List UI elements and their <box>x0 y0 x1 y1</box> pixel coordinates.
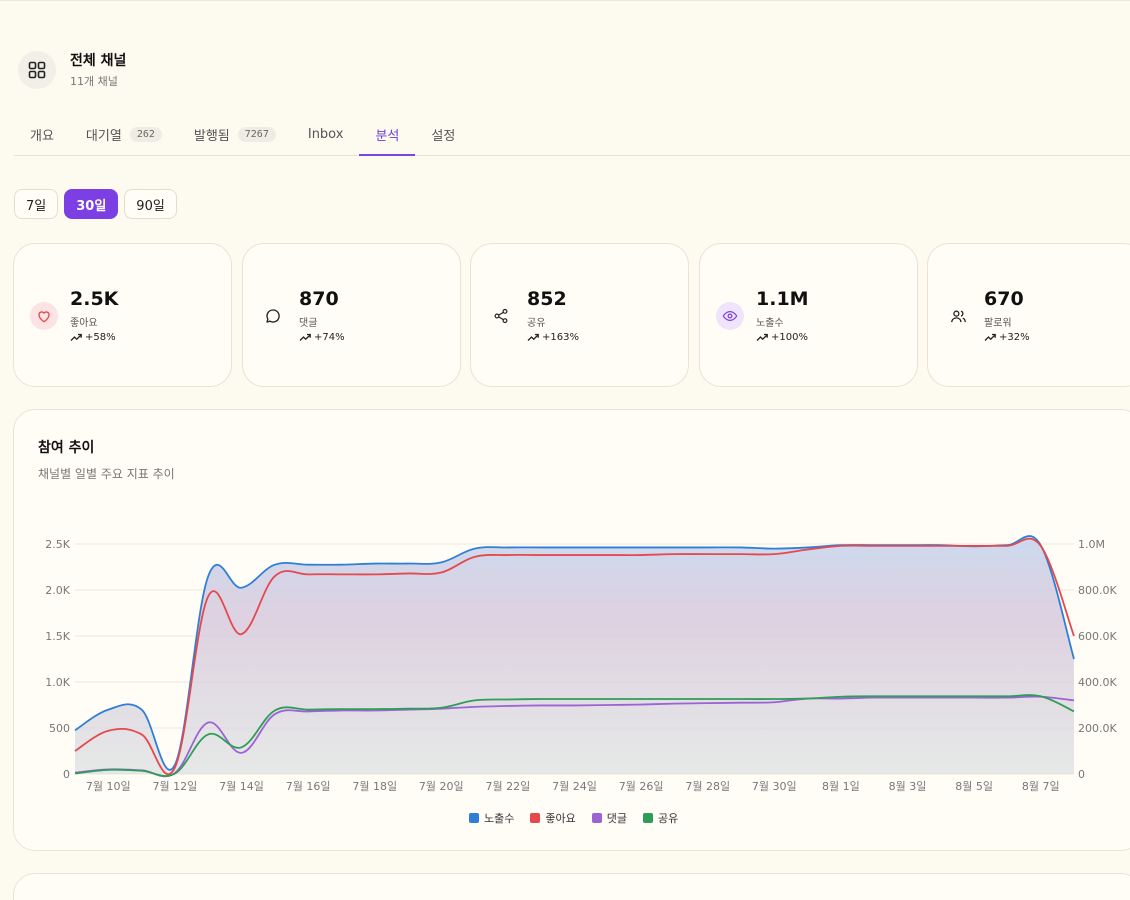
stat-change: +32% <box>984 332 1030 343</box>
legend-swatch <box>643 813 653 823</box>
legend-swatch <box>591 813 602 823</box>
trend-up-icon <box>984 333 996 341</box>
tab-label: 발행됨 <box>193 129 230 144</box>
x-tick-label: 7월 12일 <box>153 779 198 793</box>
period-90d-button[interactable]: 90일 <box>124 189 177 219</box>
stat-label: 노출수 <box>756 318 784 329</box>
stat-value: 670 <box>984 288 1024 310</box>
x-tick-label: 8월 5일 <box>955 779 993 793</box>
legend-item[interactable]: 노출수 <box>469 810 514 826</box>
stat-value: 870 <box>299 288 339 310</box>
stat-value: 1.1M <box>756 288 809 310</box>
trend-up-icon <box>756 333 768 341</box>
tab-queue[interactable]: 대기열 262 <box>70 114 178 155</box>
series-line[interactable] <box>74 695 1075 778</box>
series-line[interactable] <box>74 537 1075 776</box>
heart-icon <box>30 302 58 330</box>
x-tick-label: 7월 24일 <box>552 779 597 793</box>
chart-title: 참여 추이 <box>38 440 95 456</box>
tab-settings[interactable]: 설정 <box>415 114 471 155</box>
legend-item[interactable]: 댓글 <box>591 810 627 826</box>
stat-label: 댓글 <box>299 318 318 329</box>
series-line[interactable] <box>74 694 1075 777</box>
published-count-badge: 7267 <box>237 127 276 142</box>
tab-inbox[interactable]: Inbox <box>292 114 360 155</box>
stat-card-comments: 870 댓글 +74% <box>242 243 461 387</box>
tab-overview[interactable]: 개요 <box>14 114 70 155</box>
stat-value: 2.5K <box>70 288 119 310</box>
tab-label: 개요 <box>30 129 54 144</box>
stat-label: 좋아요 <box>70 318 98 329</box>
tab-published[interactable]: 발행됨 7267 <box>178 114 292 155</box>
y-left-tick-label: 2.5K <box>45 538 70 551</box>
engagement-chart: 0 0 500 200.0K 1.0K 400.0K 1.5K 600.0K 2.0K 800.0… <box>45 535 1117 793</box>
y-left-tick-label: 2.0K <box>45 584 70 597</box>
share-icon <box>487 302 515 330</box>
stat-label: 팔로워 <box>984 318 1012 329</box>
y-left-tick-label: 1.0K <box>45 676 70 689</box>
y-right-tick-label: 600.0K <box>1078 630 1117 643</box>
stat-card-impressions: 1.1M 노출수 +100% <box>699 243 918 387</box>
x-tick-label: 8월 7일 <box>1022 779 1060 793</box>
tab-label: 설정 <box>431 129 456 144</box>
y-left-tick-label: 0 <box>63 768 70 781</box>
x-tick-label: 7월 18일 <box>352 779 397 793</box>
x-tick-label: 8월 1일 <box>822 779 860 793</box>
top-divider <box>0 0 1130 1</box>
stat-value: 852 <box>527 288 567 310</box>
period-30d-button[interactable]: 30일 <box>64 189 119 219</box>
stat-card-followers: 670 팔로워 +32% <box>927 243 1130 387</box>
tab-label: 분석 <box>375 129 400 144</box>
impressions-area <box>75 535 1074 774</box>
trend-up-icon <box>299 333 311 341</box>
x-tick-label: 7월 22일 <box>486 779 531 793</box>
legend-item[interactable]: 좋아요 <box>530 810 576 826</box>
tab-bar: 개요 대기열 262 발행됨 7267 Inbox 분석 설정 <box>14 114 1130 156</box>
eye-icon <box>716 302 744 330</box>
engagement-chart-card: 참여 추이 채널별 일별 주요 지표 추이 0 0 500 200.0K 1.0K 400… <box>13 409 1130 851</box>
stat-change: +163% <box>527 332 579 343</box>
x-tick-label: 7월 26일 <box>619 779 664 793</box>
stat-change: +74% <box>299 332 345 343</box>
y-right-tick-label: 200.0K <box>1078 722 1117 735</box>
channel-title: 전체 채널 <box>70 53 127 69</box>
trend-up-icon <box>527 333 539 341</box>
x-tick-label: 7월 28일 <box>685 779 730 793</box>
stat-card-shares: 852 공유 +163% <box>470 243 689 387</box>
channel-count: 11개 채널 <box>70 75 118 88</box>
legend-item[interactable]: 공유 <box>643 810 678 826</box>
users-icon <box>944 302 972 330</box>
stat-change: +58% <box>70 332 116 343</box>
x-tick-label: 7월 14일 <box>219 779 264 793</box>
comment-icon <box>259 302 287 330</box>
x-tick-label: 8월 3일 <box>889 779 927 793</box>
x-tick-label: 7월 20일 <box>419 779 464 793</box>
y-right-tick-label: 1.0M <box>1078 538 1105 551</box>
y-left-tick-label: 500 <box>49 722 70 735</box>
x-tick-label: 7월 10일 <box>86 779 131 793</box>
channel-header: 전체 채널 11개 채널 <box>18 50 126 89</box>
legend-swatch <box>469 813 479 823</box>
period-selector: 7일 30일 90일 <box>14 189 177 219</box>
y-right-tick-label: 0 <box>1078 768 1085 781</box>
legend-swatch <box>530 813 541 823</box>
period-7d-button[interactable]: 7일 <box>14 189 59 219</box>
next-card <box>13 873 1130 900</box>
y-right-tick-label: 800.0K <box>1078 584 1117 597</box>
tab-label: 대기열 <box>85 129 122 144</box>
trend-up-icon <box>70 333 82 341</box>
y-left-tick-label: 1.5K <box>45 630 70 643</box>
tab-label: Inbox <box>307 127 344 142</box>
stat-label: 공유 <box>527 318 546 329</box>
chart-legend: 노출수 좋아요 댓글 공유 <box>469 810 678 826</box>
queue-count-badge: 262 <box>129 127 162 142</box>
grid-icon[interactable] <box>18 50 56 89</box>
y-right-tick-label: 400.0K <box>1078 676 1117 689</box>
x-tick-label: 7월 16일 <box>286 779 331 793</box>
x-tick-label: 7월 30일 <box>752 779 797 793</box>
stat-change: +100% <box>756 332 808 343</box>
tab-analytics[interactable]: 분석 <box>359 114 416 156</box>
chart-subtitle: 채널별 일별 주요 지표 추이 <box>38 467 175 481</box>
stat-card-likes: 2.5K 좋아요 +58% <box>13 243 232 387</box>
